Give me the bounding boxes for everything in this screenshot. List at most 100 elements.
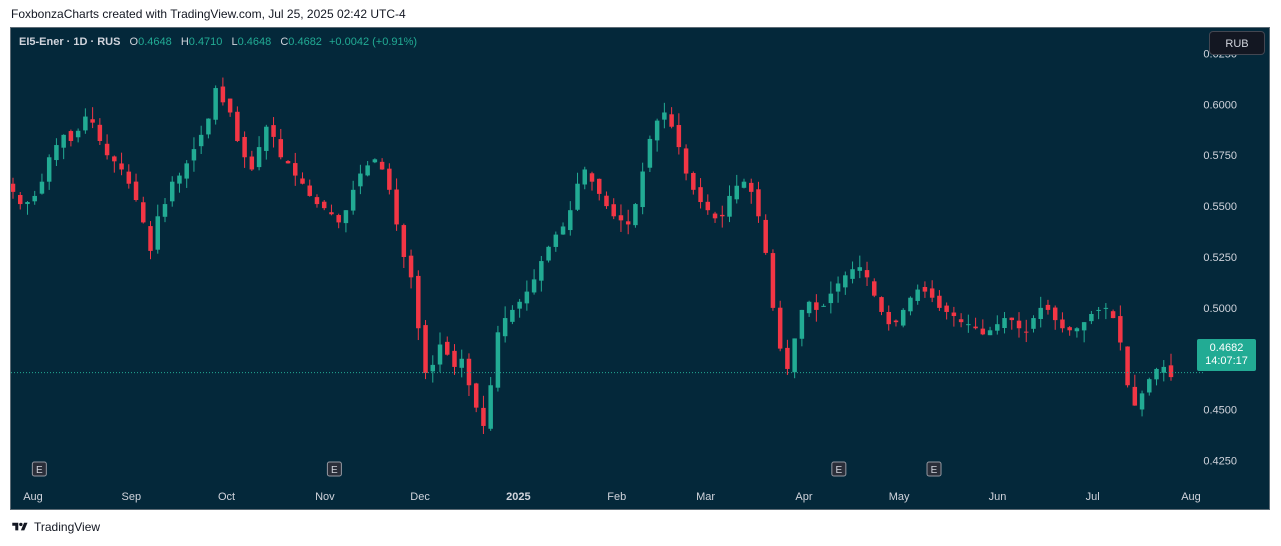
candle-body	[1081, 322, 1087, 331]
candle-body	[720, 214, 725, 217]
candle-body	[741, 181, 747, 188]
candle-body	[336, 215, 341, 223]
candle-body	[387, 168, 392, 190]
candle-body	[727, 195, 732, 217]
candle-body	[256, 147, 262, 168]
candle-body	[618, 215, 624, 221]
x-tick-label: 2025	[506, 491, 530, 503]
candle-body	[640, 171, 645, 208]
candle-body	[169, 181, 175, 202]
bar-countdown: 14:07:17	[1205, 355, 1248, 367]
last-price-tag: 0.4682 14:07:17	[1197, 339, 1256, 371]
candle-body	[459, 358, 464, 368]
candle-body	[372, 159, 378, 163]
candle-body	[763, 219, 768, 253]
earnings-event-marker[interactable]: E	[831, 461, 847, 477]
candle-body	[1139, 393, 1145, 410]
candle-body	[206, 118, 211, 135]
candle-body	[25, 202, 30, 205]
candle-body	[654, 120, 660, 141]
candle-body	[510, 309, 515, 322]
candle-body	[698, 187, 703, 203]
x-tick-label: May	[889, 491, 910, 503]
candle-body	[1147, 379, 1152, 393]
candle-body	[213, 88, 218, 120]
candle-body	[893, 320, 899, 323]
event-marker-box	[326, 461, 342, 477]
candle-body	[437, 344, 443, 365]
candle-body	[814, 302, 819, 310]
candle-body	[1074, 328, 1080, 332]
candle-body	[119, 163, 124, 170]
candle-body	[937, 295, 942, 308]
candle-body	[75, 130, 81, 138]
candle-body	[604, 195, 609, 207]
candle-body	[785, 347, 790, 369]
event-marker-box	[926, 461, 942, 477]
candle-body	[1002, 318, 1007, 329]
y-tick-label: 0.4500	[1203, 405, 1237, 417]
candle-body	[314, 197, 320, 205]
candle-body	[177, 175, 182, 184]
candle-body	[1009, 317, 1015, 321]
x-tick-label: Sep	[122, 491, 142, 503]
candle-body	[973, 326, 978, 329]
candle-body	[987, 330, 993, 336]
open-key: O	[129, 36, 139, 48]
candle-body	[46, 157, 52, 182]
candle-body	[184, 163, 189, 179]
candle-body	[148, 226, 153, 251]
candle-body	[1038, 307, 1043, 319]
candle-body	[112, 156, 117, 162]
candle-body	[799, 309, 805, 339]
earnings-event-marker[interactable]: E	[926, 461, 942, 477]
event-marker-box	[31, 461, 47, 477]
event-marker-label: E	[836, 465, 843, 476]
candle-body	[473, 383, 479, 408]
x-tick-label: Nov	[315, 491, 335, 503]
candlestick-chart[interactable]: 0.62500.60000.57500.55000.52500.50000.47…	[11, 28, 1269, 509]
candle-body	[777, 307, 783, 349]
candle-body	[141, 202, 146, 223]
candle-body	[915, 289, 920, 301]
candle-body	[11, 183, 16, 192]
candle-body	[17, 194, 23, 205]
candle-body	[1024, 331, 1029, 333]
symbol-label[interactable]: EI5-Ener · 1D · RUS	[19, 36, 121, 48]
candle-body	[198, 134, 204, 147]
candle-body	[401, 225, 407, 257]
candle-body	[1060, 319, 1065, 329]
candle-body	[705, 201, 711, 211]
candle-body	[633, 204, 638, 226]
open-value: 0.4648	[138, 36, 172, 48]
earnings-event-marker[interactable]: E	[31, 461, 47, 477]
candle-body	[1016, 320, 1022, 329]
candle-body	[879, 297, 884, 312]
candle-body	[104, 143, 110, 156]
candle-body	[1067, 327, 1072, 331]
tradingview-logo[interactable]: TradingView	[10, 520, 100, 534]
candle-body	[568, 210, 573, 231]
candle-body	[864, 270, 870, 278]
currency-button[interactable]: RUB	[1209, 31, 1265, 55]
candle-body	[430, 364, 436, 372]
candle-body	[1031, 318, 1036, 329]
change-value: +0.0042 (+0.91%)	[329, 36, 418, 48]
event-marker-label: E	[36, 465, 43, 476]
earnings-event-marker[interactable]: E	[326, 461, 342, 477]
candle-body	[343, 210, 349, 224]
candle-body	[1168, 365, 1174, 378]
candle-body	[278, 139, 284, 158]
candle-body	[162, 204, 168, 217]
candle-body	[792, 338, 797, 373]
candle-body	[596, 178, 602, 194]
x-tick-label: Aug	[1181, 491, 1201, 503]
chart-frame[interactable]: 0.62500.60000.57500.55000.52500.50000.47…	[10, 27, 1270, 510]
candle-body	[466, 358, 472, 386]
y-tick-label: 0.5000	[1203, 303, 1237, 315]
candle-body	[929, 288, 935, 298]
candle-body	[669, 114, 674, 127]
candle-body	[828, 293, 834, 304]
candle-body	[126, 171, 132, 184]
candle-body	[1154, 368, 1159, 380]
